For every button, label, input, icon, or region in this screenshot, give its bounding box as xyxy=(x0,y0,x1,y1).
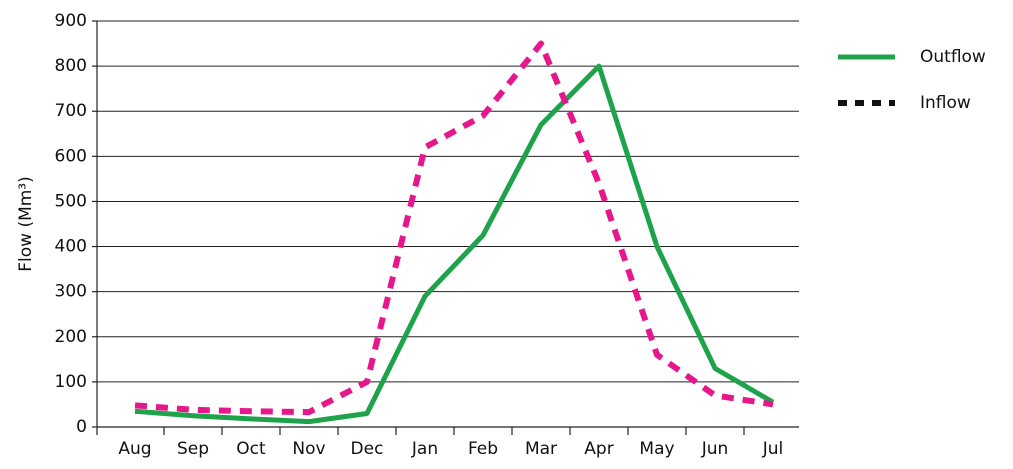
y-axis-label: Flow (Mm³) xyxy=(16,176,36,272)
x-tick-label: Jan xyxy=(411,439,438,459)
x-tick-label: Dec xyxy=(351,439,384,459)
x-tick-label: Nov xyxy=(292,439,325,459)
y-tick-label: 200 xyxy=(55,327,87,347)
x-tick-label: Jul xyxy=(762,439,784,459)
data-line xyxy=(134,63,775,425)
x-tick-label: Oct xyxy=(236,439,266,459)
x-tick-label: May xyxy=(639,439,674,459)
x-tick-label: Aug xyxy=(118,439,151,459)
y-tick-label: 400 xyxy=(55,237,87,257)
y-tick-label: 100 xyxy=(55,372,87,392)
y-tick-label: 300 xyxy=(55,282,87,302)
x-tick-label: Mar xyxy=(525,439,557,459)
legend-label: Outflow xyxy=(920,47,986,67)
x-tick-label: Sep xyxy=(177,439,209,459)
y-tick-label: 600 xyxy=(55,146,87,166)
y-tick-label: 500 xyxy=(55,191,87,211)
y-tick-label: 0 xyxy=(76,417,87,437)
data-line xyxy=(134,40,774,416)
y-tick-label: 800 xyxy=(55,56,87,76)
x-tick-label: Feb xyxy=(468,439,498,459)
x-tick-label: Jun xyxy=(701,439,729,459)
x-tick-label: Apr xyxy=(584,439,613,459)
y-tick-label: 900 xyxy=(55,11,87,31)
y-tick-label: 700 xyxy=(55,101,87,121)
legend-label: Inflow xyxy=(920,93,971,113)
